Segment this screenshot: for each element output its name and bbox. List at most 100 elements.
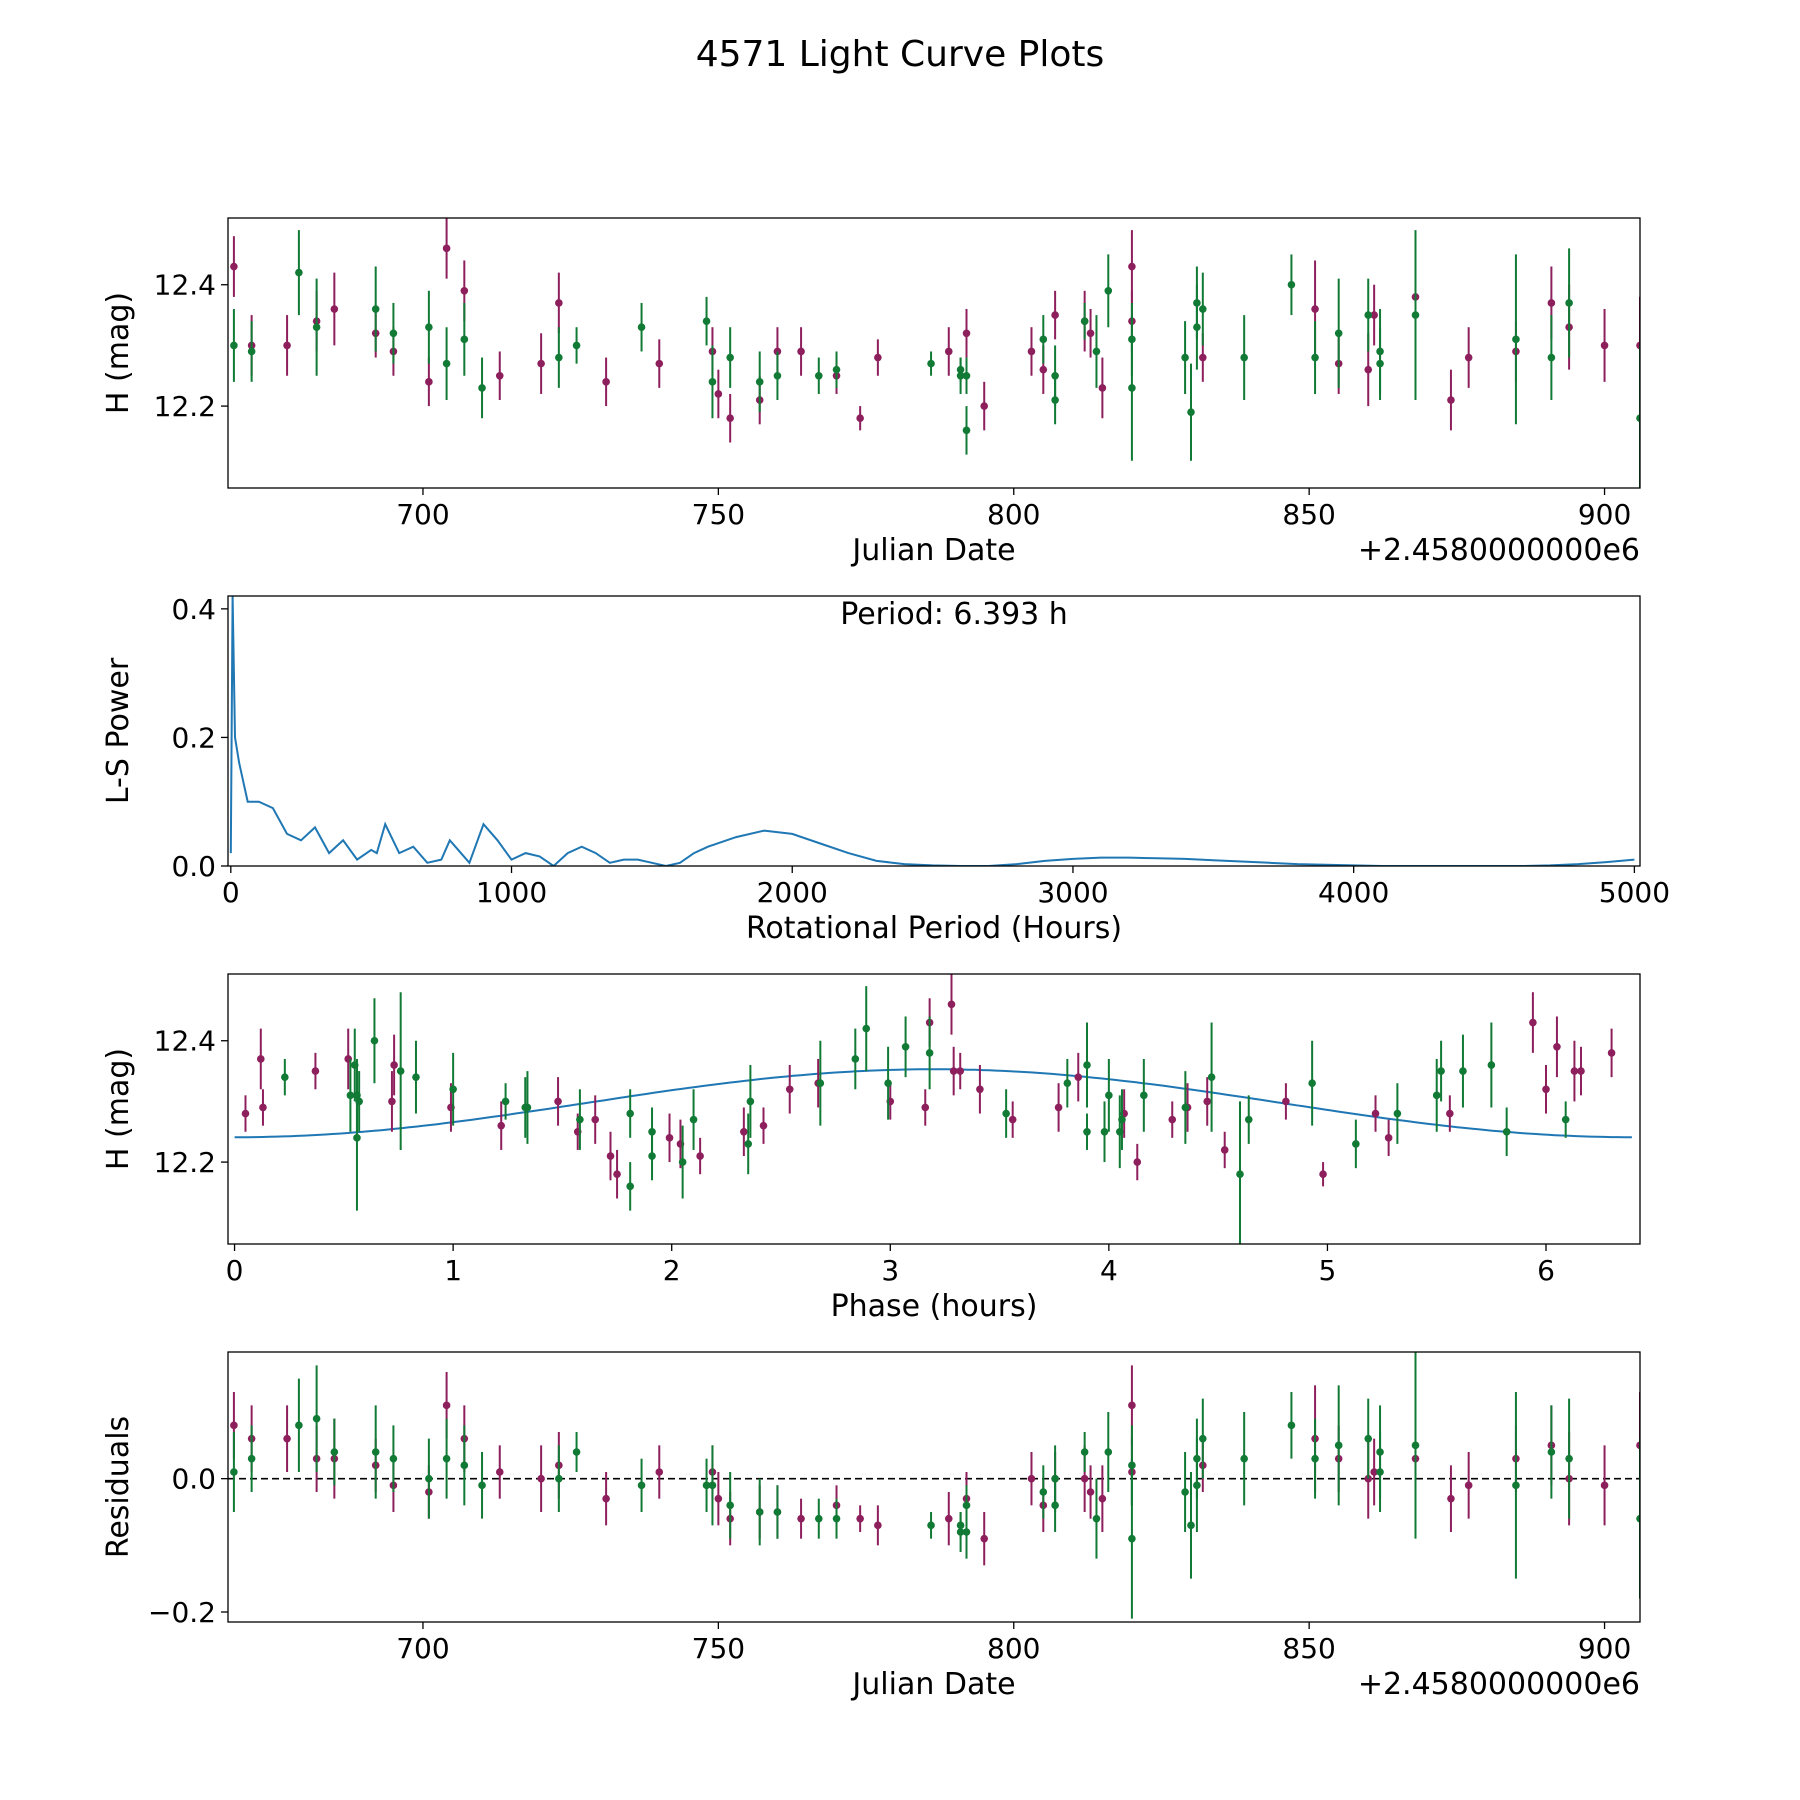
plot-area (234, 974, 1632, 1244)
data-marker (956, 1067, 965, 1075)
data-point-filter-b (449, 1052, 457, 1126)
data-marker (1437, 1067, 1445, 1075)
data-marker (425, 378, 433, 386)
data-point-filter-a (714, 369, 723, 419)
data-point-filter-b (726, 1472, 734, 1539)
data-marker (613, 1170, 621, 1179)
data-point-filter-a (696, 1137, 704, 1175)
data-point-filter-a (1051, 290, 1059, 340)
data-point-filter-a (1203, 1077, 1212, 1126)
data-point-filter-a (1447, 369, 1455, 431)
y-tick-label: 0.4 (171, 593, 216, 626)
data-marker (1411, 1441, 1420, 1450)
data-marker (1287, 280, 1296, 289)
data-point-filter-a (1086, 1465, 1095, 1519)
data-point-filter-a (980, 381, 989, 431)
data-point-filter-b (1487, 1022, 1496, 1108)
data-marker (1105, 1091, 1113, 1100)
data-marker (1104, 287, 1113, 295)
data-point-filter-a (1027, 327, 1036, 376)
data-point-filter-a (1220, 1131, 1229, 1169)
data-marker (714, 390, 723, 398)
data-point-filter-a (555, 272, 563, 334)
data-point-filter-b (1244, 1095, 1253, 1144)
data-point-filter-b (832, 351, 841, 388)
data-point-filter-a (1553, 1016, 1561, 1078)
data-point-filter-b (901, 1016, 910, 1078)
data-point-filter-b (460, 302, 469, 376)
data-point-filter-b (746, 1065, 755, 1138)
data-marker (230, 262, 238, 271)
data-marker (537, 1474, 545, 1483)
y-tick-label: 12.4 (154, 269, 216, 302)
x-tick-label: 750 (692, 498, 745, 531)
data-marker (259, 1103, 267, 1112)
data-point-filter-b (396, 992, 405, 1150)
x-tick-label: 800 (987, 1632, 1040, 1665)
x-tick-label: 1 (444, 1254, 462, 1287)
data-marker (1512, 1481, 1520, 1490)
x-tick-label: 5 (1319, 1254, 1337, 1287)
data-point-filter-b (1352, 1119, 1360, 1169)
data-marker (370, 1036, 379, 1045)
data-marker (956, 1521, 965, 1530)
data-point-filter-a (921, 1089, 930, 1126)
data-marker (1565, 299, 1573, 307)
data-marker (944, 1514, 953, 1523)
data-point-filter-a (976, 1065, 984, 1114)
data-point-filter-b (389, 1425, 398, 1492)
data-point-filter-b (230, 1432, 238, 1512)
data-point-filter-b (744, 1113, 753, 1175)
data-marker (962, 371, 971, 380)
data-marker (1086, 1488, 1095, 1496)
data-marker (1512, 335, 1520, 344)
data-marker (927, 1521, 935, 1530)
x-offset-label: +2.4580000000e6 (1358, 1667, 1640, 1702)
data-point-filter-b (1199, 1398, 1207, 1479)
data-marker (396, 1067, 405, 1075)
data-marker (626, 1182, 634, 1191)
data-point-filter-b (555, 1445, 563, 1512)
data-point-filter-b (247, 1425, 256, 1492)
data-marker (1364, 1434, 1373, 1443)
data-marker (311, 1067, 320, 1075)
panel-res: 700 750 800 850 900 −0.2 0.0 Julian Date Residua… (101, 1351, 1641, 1702)
data-marker (389, 329, 398, 338)
data-point-filter-b (572, 1432, 581, 1472)
data-marker (1364, 365, 1373, 374)
data-marker (1542, 1085, 1550, 1094)
data-point-filter-b (1411, 1352, 1420, 1539)
data-point-filter-a (1447, 1465, 1455, 1532)
data-point-filter-b (755, 351, 764, 413)
x-axis-label: Julian Date (850, 533, 1015, 568)
data-marker (927, 359, 935, 368)
data-point-filter-a (726, 393, 734, 443)
data-marker (921, 1103, 930, 1112)
plot-area (228, 1352, 1640, 1619)
data-point-filter-b (521, 1077, 530, 1138)
data-marker (832, 365, 841, 374)
data-marker (442, 359, 451, 368)
data-point-filter-a (1600, 1445, 1609, 1526)
data-point-filter-a (1384, 1119, 1393, 1157)
data-marker (1098, 384, 1107, 392)
data-point-filter-b (1051, 375, 1059, 425)
data-point-filter-a (259, 1089, 267, 1126)
data-marker (1220, 1146, 1229, 1154)
data-marker (442, 1454, 451, 1463)
data-point-filter-b (1565, 248, 1573, 358)
data-point-filter-b (814, 357, 823, 394)
data-marker (702, 317, 711, 325)
data-point-filter-b (626, 1089, 634, 1138)
data-marker (230, 341, 238, 350)
data-point-filter-b (1104, 1412, 1113, 1492)
data-marker (1051, 1474, 1059, 1483)
data-point-filter-a (1446, 1095, 1454, 1132)
data-point-filter-b (312, 278, 321, 376)
data-marker (1039, 365, 1048, 374)
period-annotation: Period: 6.393 h (840, 597, 1068, 632)
data-marker (1039, 1488, 1048, 1496)
data-marker (816, 1079, 825, 1088)
data-point-filter-b (555, 327, 563, 388)
data-point-filter-b (1063, 1058, 1072, 1108)
